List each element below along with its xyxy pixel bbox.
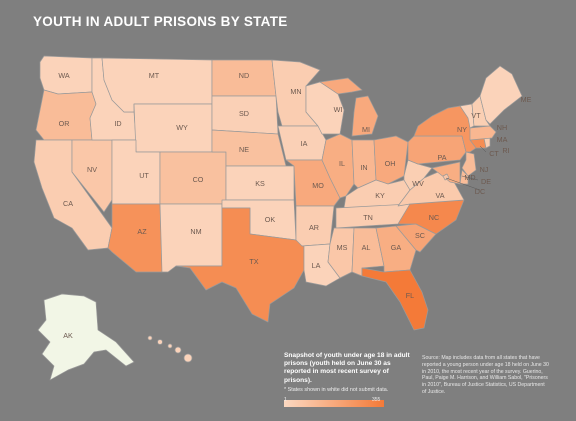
state-label-la: LA [312,261,321,270]
state-label-mn: MN [290,87,301,96]
state-ak[interactable] [37,293,135,381]
state-label-mo: MO [312,181,324,190]
state-label-ut: UT [139,171,149,180]
legend-max-label: 355 [372,397,381,403]
state-label-nj: NJ [480,165,489,174]
state-me[interactable] [479,65,523,125]
state-label-ak: AK [63,331,73,340]
state-label-co: CO [193,175,204,184]
state-tx[interactable] [175,207,305,323]
state-label-ct: CT [489,149,499,158]
state-label-az: AZ [137,227,147,236]
state-label-ga: GA [391,243,402,252]
state-label-tn: TN [363,213,373,222]
state-ma[interactable] [469,125,497,141]
state-label-ky: KY [375,191,385,200]
state-label-ks: KS [255,179,265,188]
state-label-ms: MS [337,243,348,252]
state-label-wy: WY [176,123,188,132]
state-vt[interactable] [459,103,475,129]
state-label-nc: NC [429,213,439,222]
state-label-fl: FL [406,291,414,300]
state-label-sd: SD [239,109,249,118]
hawaii-island-4 [174,346,182,354]
source-note: Source: Map includes data from all state… [422,355,549,395]
leader-line-md [461,175,479,181]
state-label-ne: NE [239,145,249,154]
state-label-ny: NY [457,125,467,134]
state-label-pa: PA [437,153,446,162]
legend-min-label: 1 [284,397,287,403]
state-label-ma: MA [497,135,508,144]
state-label-vt: VT [471,111,481,120]
leader-line-dc [445,177,481,191]
state-label-mi: MI [362,125,370,134]
legend-color-scale [284,400,384,408]
state-wy[interactable] [133,103,213,153]
state-label-ca: CA [63,199,73,208]
state-label-dc: DC [475,187,485,196]
legend-title: Snapshot of youth under age 18 in adult … [284,352,410,384]
label-leader-lines [445,145,487,191]
state-label-ia: IA [301,139,308,148]
states-layer [33,55,523,381]
state-hi[interactable] [147,335,193,363]
legend: Snapshot of youth under age 18 in adult … [284,352,410,408]
state-label-me: ME [521,95,532,104]
leader-line-ct [479,145,487,153]
state-tn[interactable] [335,203,411,229]
state-de[interactable] [459,169,469,185]
state-label-il: IL [339,159,345,168]
state-label-in: IN [360,163,367,172]
labels-layer: WA OR CA NV ID MT WY UT AZ CO NM ND SD N… [58,71,531,340]
state-label-oh: OH [385,159,396,168]
state-label-nh: NH [497,123,507,132]
state-label-nm: NM [190,227,201,236]
state-label-wi: WI [334,105,343,114]
state-label-nv: NV [87,165,97,174]
state-label-ar: AR [309,223,319,232]
state-label-wv: WV [412,179,424,188]
state-az[interactable] [107,203,163,273]
state-nm[interactable] [159,203,223,273]
state-label-id: ID [114,119,121,128]
state-label-ri: RI [502,146,509,155]
state-label-va: VA [435,191,444,200]
state-label-nd: ND [239,71,249,80]
state-label-sc: SC [415,231,425,240]
map-title: YOUTH IN ADULT PRISONS BY STATE [33,14,288,29]
hawaii-island-2 [157,339,163,345]
state-label-al: AL [362,243,371,252]
state-mi[interactable] [319,77,379,137]
state-label-mt: MT [149,71,160,80]
state-label-ok: OK [265,215,276,224]
state-label-md: MD [464,173,475,182]
state-md[interactable] [431,161,461,185]
state-label-wa: WA [58,71,70,80]
state-fl[interactable] [361,267,429,331]
state-label-tx: TX [249,257,258,266]
state-label-or: OR [59,119,70,128]
legend-note: * States shown in white did not submit d… [284,386,389,393]
state-label-de: DE [481,177,491,186]
hawaii-island-5 [183,353,193,363]
hawaii-island-3 [167,343,173,349]
state-or[interactable] [35,89,97,141]
hawaii-island-1 [147,335,153,341]
